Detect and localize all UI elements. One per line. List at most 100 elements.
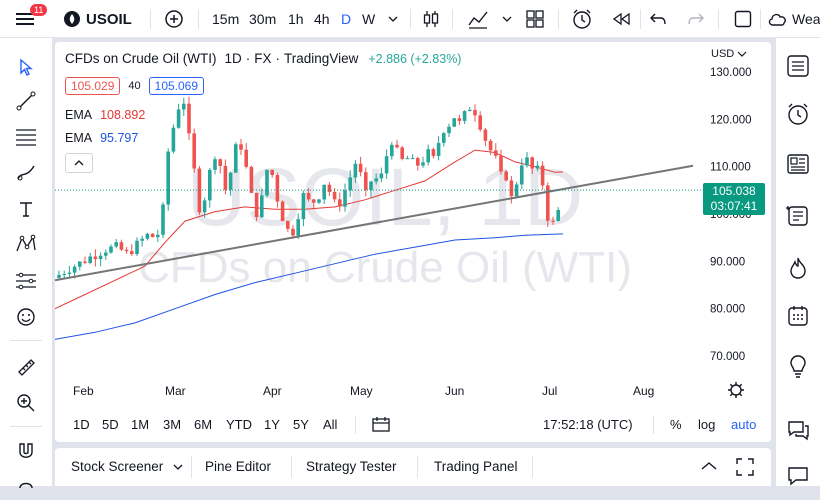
watermark-name: CFDs on Crude Oil (WTI) bbox=[138, 243, 632, 292]
range-5y[interactable]: 5Y bbox=[293, 417, 309, 432]
trend-line-icon[interactable] bbox=[13, 88, 39, 114]
candle-body bbox=[202, 200, 207, 213]
undo-icon[interactable] bbox=[648, 0, 668, 38]
layouts-icon[interactable] bbox=[524, 0, 546, 38]
ideas-lightbulb-icon[interactable] bbox=[784, 352, 812, 380]
chevron-down-icon[interactable] bbox=[386, 0, 400, 38]
candle-body bbox=[260, 195, 264, 218]
weather-label[interactable]: Wea bbox=[792, 11, 820, 27]
range-5d[interactable]: 5D bbox=[102, 417, 119, 432]
candle-body bbox=[374, 178, 378, 182]
ask-price-button[interactable]: 105.069 bbox=[148, 77, 205, 95]
hotlist-fire-icon[interactable] bbox=[784, 254, 812, 282]
percent-toggle[interactable]: % bbox=[670, 417, 682, 432]
chart-settings-gear-icon[interactable] bbox=[726, 380, 746, 400]
auto-toggle[interactable]: auto bbox=[731, 417, 757, 432]
currency-label: USD bbox=[711, 48, 735, 60]
legend-title[interactable]: CFDs on Crude Oil (WTI) bbox=[65, 51, 217, 66]
compare-add-icon[interactable] bbox=[162, 0, 186, 38]
candle-body bbox=[379, 173, 384, 179]
prediction-icon[interactable] bbox=[13, 268, 39, 294]
range-6m[interactable]: 6M bbox=[194, 417, 213, 432]
interval-4h[interactable]: 4h bbox=[314, 11, 330, 27]
interval-30m[interactable]: 30m bbox=[249, 11, 277, 27]
replay-icon[interactable] bbox=[610, 0, 632, 38]
candle-body bbox=[244, 149, 248, 167]
collapse-legend-button[interactable] bbox=[65, 153, 93, 173]
go-to-date-calendar-icon[interactable] bbox=[371, 415, 391, 436]
fullscreen-square-icon[interactable] bbox=[733, 0, 753, 38]
candle-body bbox=[135, 240, 139, 255]
candle-body bbox=[442, 133, 446, 143]
symbol-search[interactable]: USOIL bbox=[86, 10, 132, 28]
interval-15m[interactable]: 15m bbox=[212, 11, 240, 27]
x-tick-label: Apr bbox=[263, 384, 282, 398]
x-tick-label: Aug bbox=[633, 384, 654, 398]
bid-ask-row: 105.029 40 105.069 bbox=[65, 77, 205, 95]
fib-retracement-icon[interactable] bbox=[13, 124, 39, 150]
brush-icon[interactable] bbox=[13, 160, 39, 186]
bid-price-button[interactable]: 105.029 bbox=[65, 77, 121, 95]
range-1m[interactable]: 1M bbox=[131, 417, 150, 432]
chart-pane[interactable]: USOIL, 1D CFDs on Crude Oil (WTI) 130.00… bbox=[55, 42, 771, 442]
range-1y[interactable]: 1Y bbox=[264, 417, 280, 432]
utc-clock[interactable]: 17:52:18 (UTC) bbox=[543, 417, 633, 432]
chats-icon[interactable] bbox=[784, 416, 812, 444]
chevron-down-icon[interactable] bbox=[500, 0, 514, 38]
log-toggle[interactable]: log bbox=[698, 417, 716, 432]
tab-strategy-tester[interactable]: Strategy Tester bbox=[306, 459, 397, 474]
cursor-icon[interactable] bbox=[13, 54, 39, 80]
alerts-clock-icon[interactable] bbox=[784, 100, 812, 128]
tab-trading-panel[interactable]: Trading Panel bbox=[434, 459, 518, 474]
menu-icon[interactable] bbox=[10, 0, 40, 38]
ema2-legend[interactable]: EMA 95.797 bbox=[65, 131, 138, 145]
range-3m[interactable]: 3M bbox=[163, 417, 182, 432]
candle-body bbox=[145, 233, 150, 239]
candle-body bbox=[140, 238, 144, 241]
ema1-legend[interactable]: EMA 108.892 bbox=[65, 108, 145, 122]
weather-cloud-icon[interactable] bbox=[767, 0, 789, 38]
candle-body bbox=[62, 273, 66, 275]
chevron-down-icon[interactable] bbox=[173, 463, 183, 471]
text-tool-icon[interactable] bbox=[13, 196, 39, 222]
watchlist-icon[interactable] bbox=[784, 52, 812, 80]
calendar-icon[interactable] bbox=[784, 302, 812, 330]
ruler-icon[interactable] bbox=[13, 354, 39, 380]
tab-stock-screener[interactable]: Stock Screener bbox=[71, 459, 164, 474]
alert-clock-icon[interactable] bbox=[570, 0, 594, 38]
tab-pine-editor[interactable]: Pine Editor bbox=[205, 459, 272, 474]
messages-icon[interactable] bbox=[784, 462, 812, 490]
trend-line[interactable] bbox=[55, 164, 694, 282]
interval-w[interactable]: W bbox=[362, 11, 376, 27]
interval-d[interactable]: D bbox=[341, 11, 352, 27]
pattern-icon[interactable] bbox=[13, 231, 39, 257]
candle-body bbox=[546, 185, 550, 221]
candle-body bbox=[280, 201, 285, 222]
currency-selector[interactable]: USD bbox=[711, 48, 747, 60]
x-tick-label: May bbox=[350, 384, 373, 398]
candle-body bbox=[405, 158, 410, 160]
price-chart[interactable]: USOIL, 1D CFDs on Crude Oil (WTI) 130.00… bbox=[55, 42, 771, 408]
range-all[interactable]: All bbox=[323, 417, 338, 432]
zoom-icon[interactable] bbox=[13, 390, 39, 416]
chevron-up-icon[interactable] bbox=[701, 461, 717, 471]
redo-icon[interactable] bbox=[686, 0, 706, 38]
indicators-icon[interactable] bbox=[466, 0, 490, 38]
range-ytd[interactable]: YTD bbox=[226, 417, 252, 432]
candle-body bbox=[447, 126, 451, 134]
candle-body bbox=[306, 193, 311, 200]
emoji-icon[interactable] bbox=[13, 304, 39, 330]
x-tick-label: Feb bbox=[73, 384, 94, 398]
news-icon[interactable] bbox=[784, 202, 812, 230]
maximize-icon[interactable] bbox=[736, 458, 754, 476]
magnet-icon[interactable] bbox=[13, 438, 39, 464]
candle-body bbox=[72, 266, 77, 273]
candle-type-icon[interactable] bbox=[420, 0, 442, 38]
candle-body bbox=[88, 256, 92, 263]
bottom-panel-tabs: Stock Screener Pine Editor Strategy Test… bbox=[55, 448, 771, 486]
lock-icon[interactable] bbox=[13, 474, 39, 500]
range-1d[interactable]: 1D bbox=[73, 417, 90, 432]
candle-body bbox=[327, 184, 332, 192]
interval-1h[interactable]: 1h bbox=[288, 11, 304, 27]
data-window-icon[interactable] bbox=[784, 150, 812, 178]
